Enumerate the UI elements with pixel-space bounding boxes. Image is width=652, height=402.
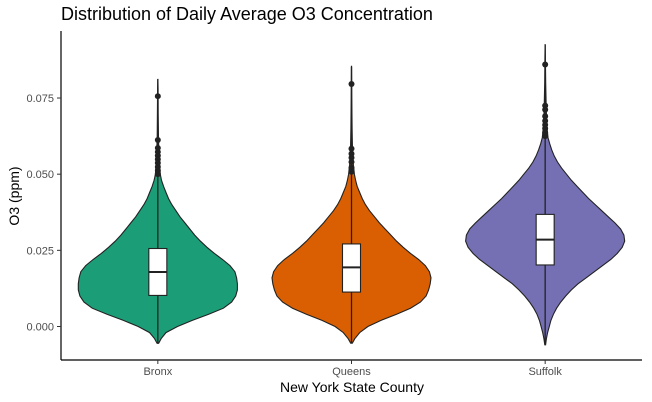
outlier-point: [154, 137, 161, 144]
x-axis-ticks: Bronx Queens Suffolk: [143, 360, 562, 378]
x-tick-label: Queens: [332, 366, 371, 378]
outlier-point: [154, 93, 161, 100]
violin-bronx: [77, 78, 238, 344]
x-tick-label: Bronx: [143, 366, 172, 378]
outlier-point: [348, 150, 355, 157]
plot-area: [77, 44, 626, 346]
outlier-point: [348, 158, 355, 165]
y-tick-label: 0.075: [26, 93, 54, 105]
y-tick-label: 0.000: [26, 321, 54, 333]
y-tick-label: 0.025: [26, 245, 54, 257]
outlier-point: [542, 113, 549, 120]
y-axis-ticks: 0.000 0.025 0.050 0.075: [26, 93, 61, 333]
y-tick-label: 0.050: [26, 169, 54, 181]
violin-queens: [271, 65, 432, 344]
outlier-point: [348, 164, 355, 171]
violin-suffolk: [465, 44, 626, 346]
x-tick-label: Suffolk: [528, 366, 562, 378]
outlier-point: [542, 102, 549, 109]
y-axis-title: O3 (ppm): [6, 166, 22, 225]
outlier-point: [542, 61, 549, 68]
outlier-point: [348, 145, 355, 152]
x-axis-title: New York State County: [280, 379, 424, 395]
outlier-point: [542, 117, 549, 124]
chart-title: Distribution of Daily Average O3 Concent…: [61, 4, 433, 24]
outlier-point: [154, 144, 161, 151]
outlier-point: [348, 81, 355, 88]
